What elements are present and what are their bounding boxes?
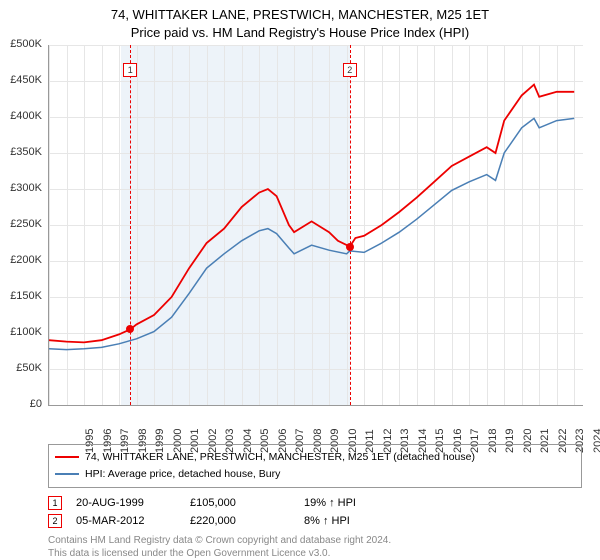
legend-label-hpi: HPI: Average price, detached house, Bury <box>85 466 280 483</box>
legend-swatch-property <box>55 456 79 458</box>
sale-dot <box>126 325 134 333</box>
attribution-line1: Contains HM Land Registry data © Crown c… <box>48 534 582 547</box>
sale-marker-box: 1 <box>123 63 137 77</box>
sale-marker-2: 2 <box>48 514 62 528</box>
sale-marker-1: 1 <box>48 496 62 510</box>
sale-date-2: 05-MAR-2012 <box>76 515 176 527</box>
property-line <box>49 85 574 343</box>
ytick-label: £0 <box>0 398 42 410</box>
plot-region: 12 <box>48 45 583 406</box>
ytick-label: £300K <box>0 182 42 194</box>
ytick-label: £100K <box>0 326 42 338</box>
ytick-label: £400K <box>0 110 42 122</box>
sale-row-1: 1 20-AUG-1999 £105,000 19% ↑ HPI <box>48 494 582 512</box>
chart-area: 12 £0£50K£100K£150K£200K£250K£300K£350K£… <box>48 45 582 405</box>
legend-row-hpi: HPI: Average price, detached house, Bury <box>55 466 575 483</box>
ytick-label: £350K <box>0 146 42 158</box>
sale-price-2: £220,000 <box>190 515 290 527</box>
legend-box: 74, WHITTAKER LANE, PRESTWICH, MANCHESTE… <box>48 444 582 488</box>
attribution-line2: This data is licensed under the Open Gov… <box>48 547 582 560</box>
ytick-label: £450K <box>0 74 42 86</box>
legend-row-property: 74, WHITTAKER LANE, PRESTWICH, MANCHESTE… <box>55 449 575 466</box>
chart-title: 74, WHITTAKER LANE, PRESTWICH, MANCHESTE… <box>0 0 600 42</box>
ytick-label: £50K <box>0 362 42 374</box>
sale-marker-box: 2 <box>343 63 357 77</box>
sale-price-1: £105,000 <box>190 497 290 509</box>
ytick-label: £200K <box>0 254 42 266</box>
title-line2: Price paid vs. HM Land Registry's House … <box>0 24 600 42</box>
line-plot-svg <box>49 45 583 405</box>
legend-label-property: 74, WHITTAKER LANE, PRESTWICH, MANCHESTE… <box>85 449 475 466</box>
attribution: Contains HM Land Registry data © Crown c… <box>48 534 582 560</box>
sale-rel-2: 8% ↑ HPI <box>304 515 404 527</box>
ytick-label: £500K <box>0 38 42 50</box>
ytick-label: £250K <box>0 218 42 230</box>
ytick-label: £150K <box>0 290 42 302</box>
xtick-label: 2024 <box>592 429 600 453</box>
sales-table: 1 20-AUG-1999 £105,000 19% ↑ HPI 2 05-MA… <box>48 494 582 530</box>
legend-swatch-hpi <box>55 473 79 475</box>
sale-date-1: 20-AUG-1999 <box>76 497 176 509</box>
sale-dot <box>346 243 354 251</box>
sale-rel-1: 19% ↑ HPI <box>304 497 404 509</box>
title-line1: 74, WHITTAKER LANE, PRESTWICH, MANCHESTE… <box>0 6 600 24</box>
sale-row-2: 2 05-MAR-2012 £220,000 8% ↑ HPI <box>48 512 582 530</box>
legend-block: 74, WHITTAKER LANE, PRESTWICH, MANCHESTE… <box>48 444 582 560</box>
